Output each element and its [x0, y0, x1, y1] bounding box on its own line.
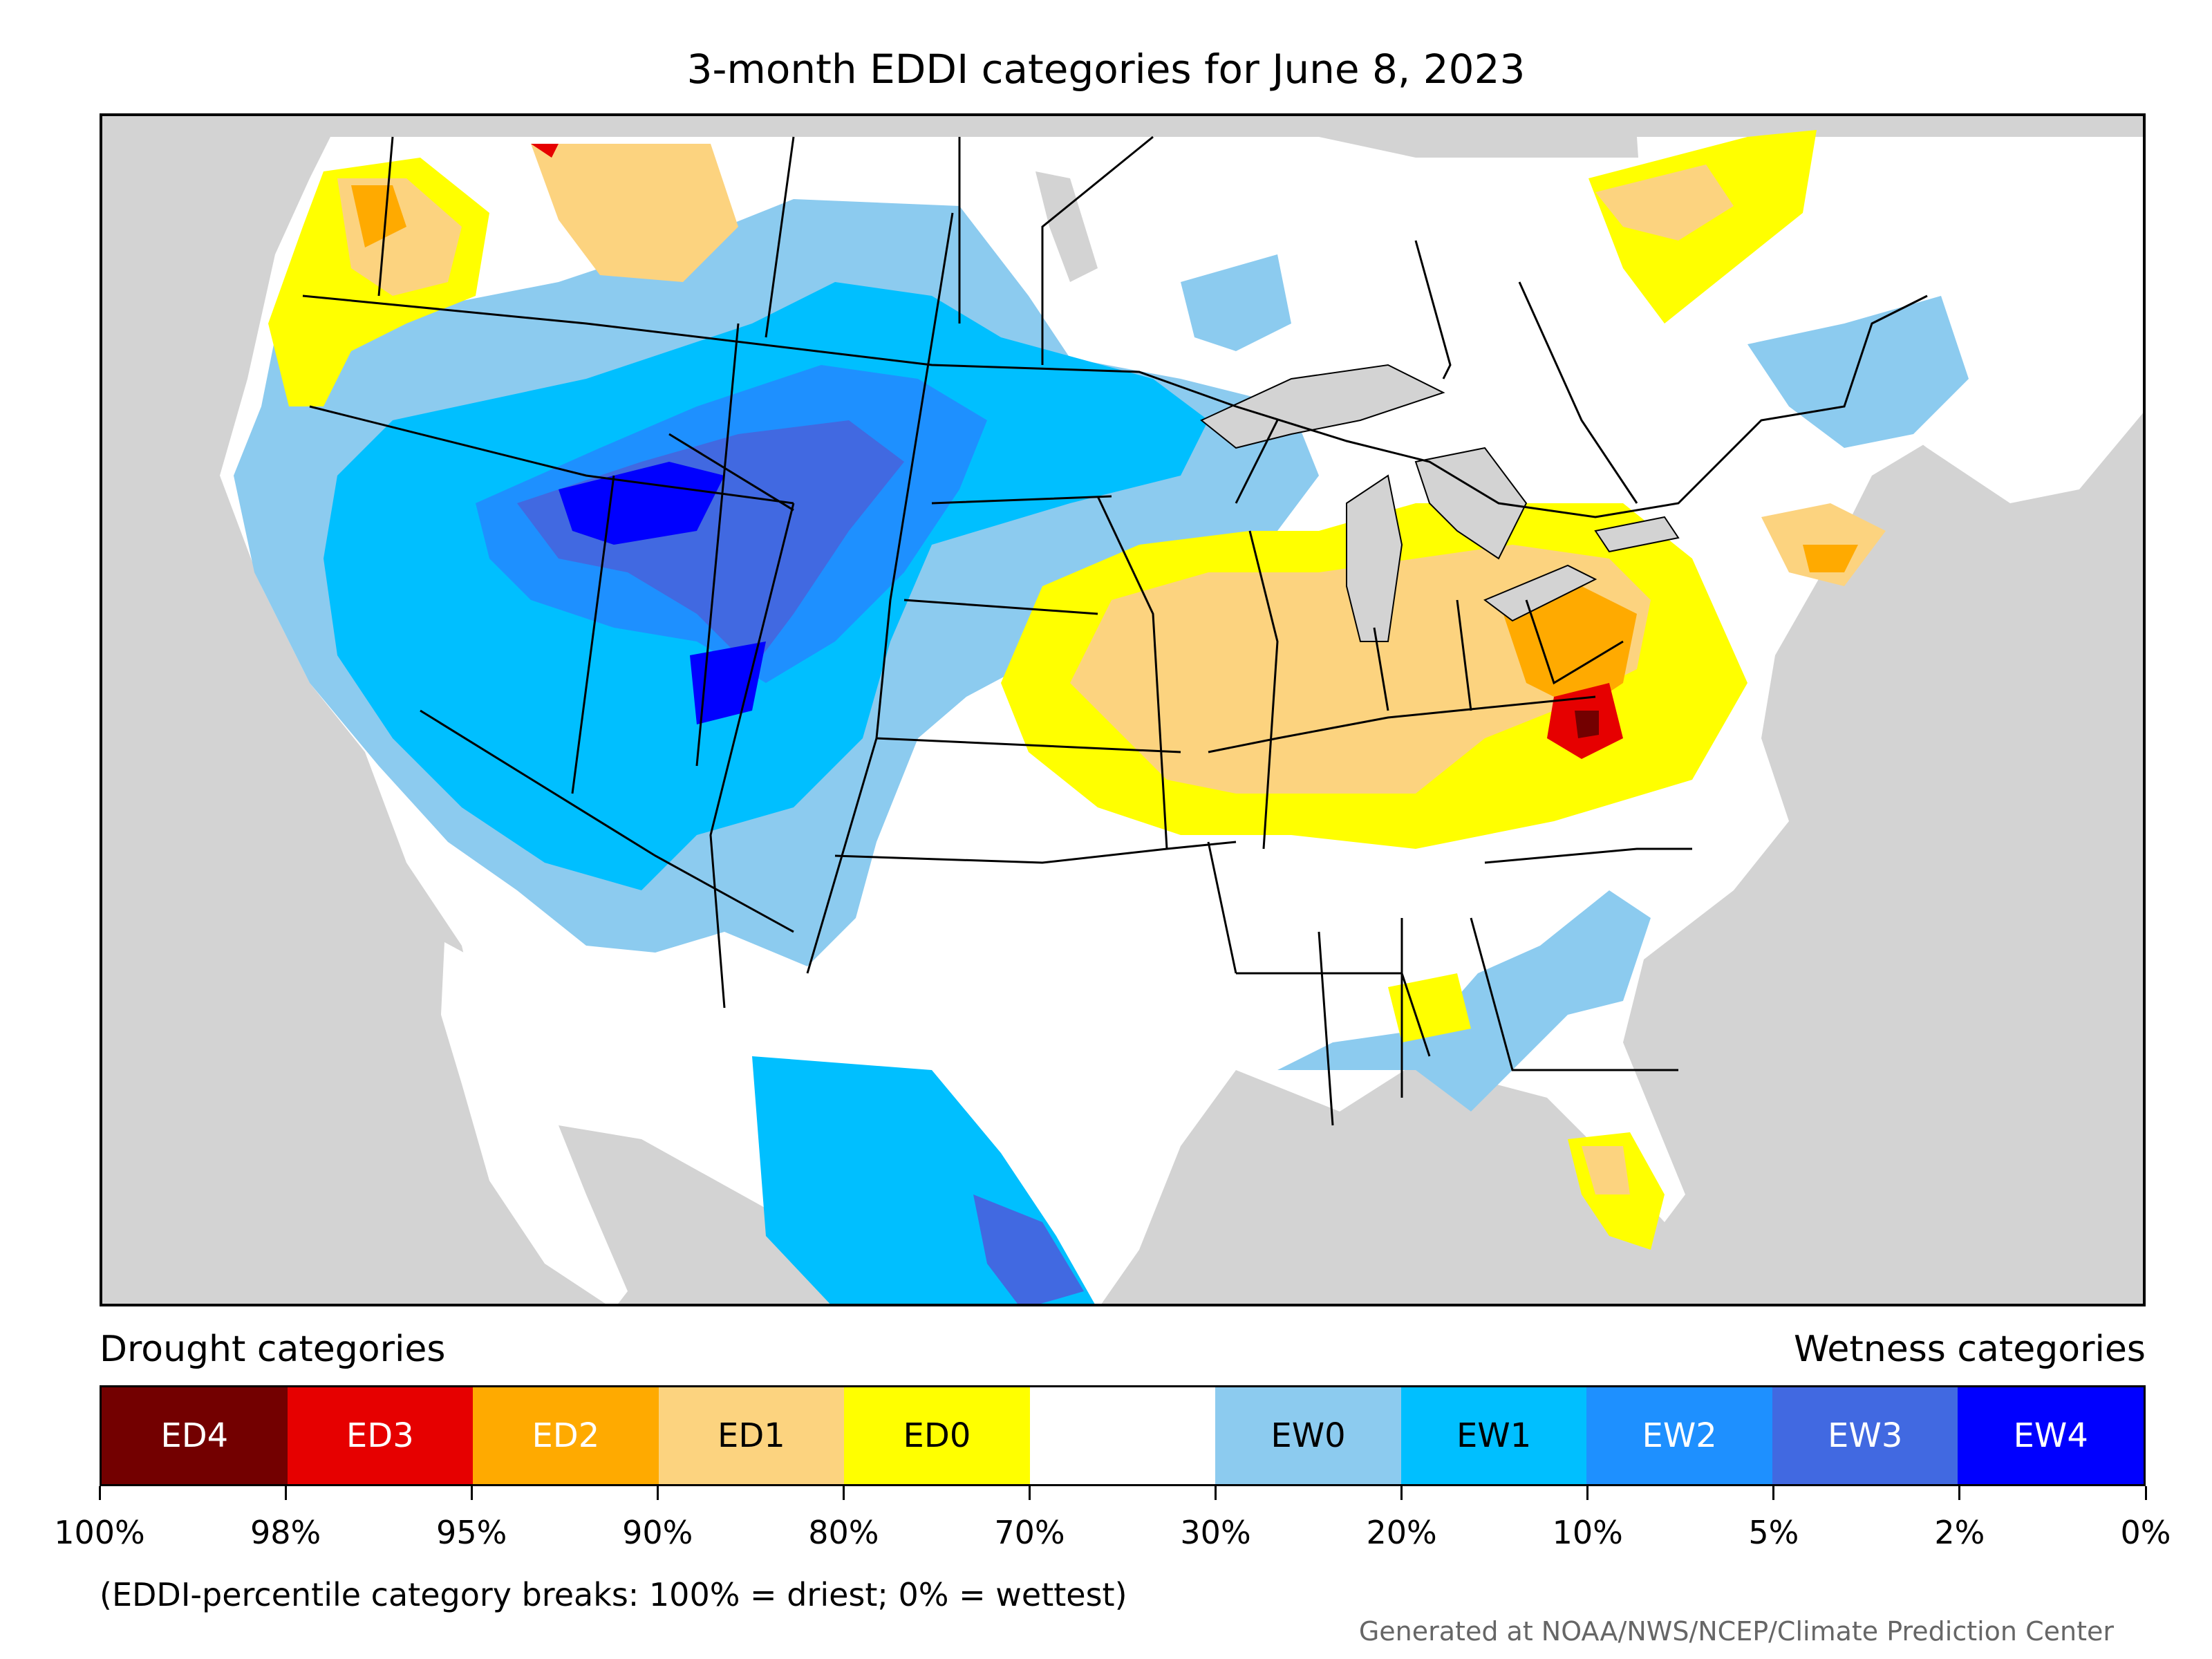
- interstate-lines: [309, 212, 1692, 1126]
- colorbar-tick: [1586, 1486, 1589, 1500]
- lake-michigan: [1346, 474, 1403, 642]
- colorbar-cell-ed1: ED1: [658, 1387, 845, 1484]
- colorbar-cell-ew2: EW2: [1586, 1387, 1772, 1484]
- region-ew4-colorado: [690, 641, 766, 724]
- colorbar-cell-ed0: ED0: [844, 1387, 1030, 1484]
- canada-province-lines: [377, 135, 1638, 504]
- lake-ontario: [1594, 516, 1680, 553]
- colorbar-tick-label: 30%: [1180, 1514, 1251, 1551]
- region-ed4-virginia: [1575, 711, 1599, 738]
- lake-superior: [1200, 364, 1445, 449]
- colorbar-tick: [1028, 1486, 1031, 1500]
- colorbar-tick: [284, 1486, 287, 1500]
- lake-winnipeg: [1035, 171, 1098, 282]
- region-ed1-florida: [1582, 1146, 1630, 1194]
- eddi-map: [100, 113, 2146, 1306]
- colorbar-tick-label: 70%: [994, 1514, 1065, 1551]
- us-canada-border: [302, 294, 1928, 518]
- region-ew0-northeast: [1747, 296, 1969, 448]
- drought-categories-heading: Drought categories: [100, 1329, 446, 1370]
- lake-huron: [1414, 447, 1528, 560]
- colorbar-cell-ew1: EW1: [1400, 1387, 1587, 1484]
- category-breaks-note: (EDDI-percentile category breaks: 100% =…: [100, 1576, 1127, 1613]
- colorbar-cell-ed3: ED3: [287, 1387, 474, 1484]
- region-ed3-montana: [531, 144, 559, 158]
- eddi-map-canvas: [220, 130, 2143, 1304]
- colorbar-tick-label: 80%: [808, 1514, 879, 1551]
- colorbar-tick-label: 2%: [1934, 1514, 1985, 1551]
- region-ed2-midatlantic: [1499, 586, 1637, 711]
- region-ew3-texas: [973, 1194, 1084, 1304]
- colorbar-tick: [1958, 1486, 1961, 1500]
- colorbar-tick: [1400, 1486, 1403, 1500]
- colorbar-cell-ed2: ED2: [473, 1387, 659, 1484]
- region-ed2-newengland: [1803, 545, 1858, 572]
- colorbar-tick: [98, 1486, 101, 1500]
- region-ed1-quebec: [1595, 165, 1734, 241]
- colorbar-tick-label: 98%: [250, 1514, 321, 1551]
- colorbar-tick-label: 10%: [1552, 1514, 1623, 1551]
- colorbar-cell-ew3: EW3: [1772, 1387, 1958, 1484]
- region-ew4-west: [559, 462, 724, 545]
- colorbar-tick: [470, 1486, 473, 1500]
- colorbar-tick-label: 0%: [2120, 1514, 2171, 1551]
- region-ed1-montana: [531, 144, 738, 282]
- region-ed0-alabama: [1388, 973, 1471, 1042]
- source-credit: Generated at NOAA/NWS/NCEP/Climate Predi…: [1358, 1616, 2114, 1647]
- colorbar-tick-label: 20%: [1366, 1514, 1437, 1551]
- colorbar-tick-label: 5%: [1748, 1514, 1799, 1551]
- region-ew0-ontario: [1181, 254, 1291, 351]
- colorbar-tick: [1215, 1486, 1217, 1500]
- colorbar-tick: [656, 1486, 659, 1500]
- colorbar-cell-ew4: EW4: [1958, 1387, 2144, 1484]
- colorbar-tick: [1772, 1486, 1775, 1500]
- baja-peninsula: [441, 942, 628, 1304]
- lake-erie: [1483, 564, 1597, 622]
- category-colorbar: ED4 ED3 ED2 ED1 ED0 EW0 EW1 EW2 EW3 EW4: [100, 1385, 2146, 1486]
- colorbar-cell-ed4: ED4: [102, 1387, 288, 1484]
- colorbar-ticks: [98, 1486, 2147, 1500]
- map-title: 3-month EDDI categories for June 8, 2023: [686, 46, 1526, 93]
- colorbar-tick: [842, 1486, 845, 1500]
- colorbar-tick: [2144, 1486, 2147, 1500]
- region-ed0-quebec: [1588, 130, 1817, 324]
- colorbar-cell-ew0: EW0: [1215, 1387, 1401, 1484]
- political-boundaries: [302, 135, 1928, 1126]
- wetness-categories-heading: Wetness categories: [1794, 1329, 2146, 1370]
- colorbar-tick-label: 95%: [436, 1514, 507, 1551]
- colorbar-cell-neutral: [1029, 1387, 1216, 1484]
- colorbar-tick-label: 90%: [622, 1514, 693, 1551]
- region-ed2-northwest: [351, 185, 406, 247]
- colorbar-tick-label: 100%: [54, 1514, 145, 1551]
